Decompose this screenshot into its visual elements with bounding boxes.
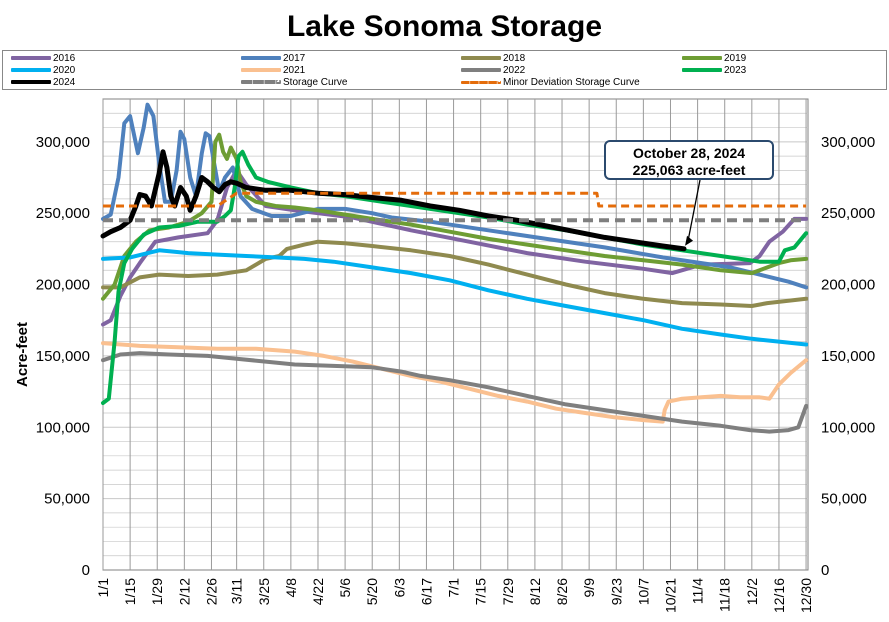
- legend-swatch: [682, 56, 722, 61]
- x-tick-label: 1/29: [149, 578, 165, 605]
- legend-item: 2021: [241, 65, 305, 77]
- x-tick-label: 5/20: [364, 578, 380, 605]
- chart-legend: 2016 2017 2018 2019 2020 2021 2022 2023 …: [2, 50, 887, 90]
- legend-swatch: [11, 68, 51, 73]
- y-tick-label-right: 200,000: [821, 277, 875, 294]
- legend-swatch: [241, 56, 281, 61]
- chart-title: Lake Sonoma Storage: [286, 10, 603, 43]
- y-tick-label-left: 150,000: [36, 348, 90, 365]
- legend-label: 2022: [503, 65, 526, 76]
- legend-label: 2016: [53, 53, 76, 64]
- annotation-arrow-line: [687, 179, 701, 241]
- x-tick-label: 12/30: [798, 578, 814, 613]
- legend-item: 2020: [11, 65, 75, 77]
- x-tick-label: 3/11: [229, 578, 245, 604]
- y-tick-label-left: 100,000: [36, 419, 90, 436]
- y-axis-label: Acre-feet: [14, 322, 31, 387]
- legend-item: 2024: [11, 77, 75, 89]
- x-tick-label: 7/1: [446, 578, 462, 598]
- legend-swatch: [241, 80, 281, 85]
- series-line-minor-deviation-storage-curve: [103, 191, 807, 208]
- y-tick-label-left: 0: [82, 562, 90, 579]
- legend-swatch: [461, 56, 501, 61]
- y-tick-label-right: 300,000: [821, 134, 875, 151]
- x-tick-label: 7/29: [500, 578, 516, 605]
- x-tick-label: 2/12: [176, 578, 192, 605]
- legend-swatch: [461, 80, 501, 84]
- y-tick-label-left: 300,000: [36, 134, 90, 151]
- legend-label: 2024: [53, 77, 76, 88]
- legend-swatch: [11, 56, 51, 61]
- legend-label: 2020: [53, 65, 76, 76]
- annotation-arrow-head: [685, 235, 694, 246]
- legend-swatch: [11, 80, 51, 85]
- x-tick-label: 11/4: [690, 578, 706, 604]
- x-tick-label: 11/18: [717, 578, 733, 612]
- legend-swatch: [461, 68, 501, 73]
- legend-label: 2018: [503, 53, 526, 64]
- series-line-2022: [101, 351, 809, 434]
- x-tick-label: 8/26: [554, 578, 570, 605]
- x-tick-label: 7/15: [473, 578, 489, 605]
- x-tick-label: 6/3: [391, 578, 407, 598]
- x-tick-label: 4/8: [283, 578, 299, 598]
- legend-item: 2022: [461, 65, 525, 77]
- x-tick-label: 12/16: [771, 578, 787, 613]
- series-line-2024: [100, 149, 687, 252]
- annotation-value: 225,063 acre-feet: [632, 162, 746, 178]
- y-tick-label-right: 0: [821, 562, 829, 579]
- chart-annotation: October 28, 2024 225,063 acre-feet: [604, 140, 774, 180]
- legend-item: 2018: [461, 53, 525, 65]
- series-line-2017: [101, 102, 809, 290]
- x-tick-label: 1/1: [95, 578, 111, 598]
- y-tick-label-left: 50,000: [44, 491, 90, 508]
- x-tick-label: 2/26: [203, 578, 219, 605]
- legend-label: Minor Deviation Storage Curve: [503, 77, 640, 88]
- series-line-2018: [101, 239, 809, 308]
- legend-item: 2016: [11, 53, 75, 65]
- series-line-2021: [101, 341, 809, 424]
- legend-label: 2017: [283, 53, 306, 64]
- legend-item: 2017: [241, 53, 305, 65]
- legend-swatch: [241, 68, 281, 73]
- legend-item: Storage Curve: [241, 77, 347, 89]
- y-tick-label-right: 50,000: [821, 491, 867, 508]
- legend-item: Minor Deviation Storage Curve: [461, 77, 640, 89]
- y-tick-label-right: 250,000: [821, 205, 875, 222]
- y-tick-label-left: 250,000: [36, 205, 90, 222]
- y-tick-label-right: 100,000: [821, 419, 875, 436]
- x-tick-label: 5/6: [337, 578, 353, 598]
- x-tick-label: 4/22: [310, 578, 326, 605]
- annotation-date: October 28, 2024: [632, 145, 746, 161]
- x-tick-label: 9/23: [608, 578, 624, 605]
- series-line-2020: [101, 248, 809, 347]
- x-tick-label: 12/2: [744, 578, 760, 605]
- legend-label: 2019: [724, 53, 747, 64]
- x-tick-label: 6/17: [418, 578, 434, 605]
- legend-item: 2019: [682, 53, 746, 65]
- y-tick-label-right: 150,000: [821, 348, 875, 365]
- x-tick-label: 9/9: [581, 578, 597, 598]
- x-tick-label: 8/12: [527, 578, 543, 605]
- x-tick-label: 1/15: [122, 578, 138, 605]
- legend-label: 2023: [724, 65, 747, 76]
- y-tick-label-left: 200,000: [36, 277, 90, 294]
- x-tick-label: 10/21: [662, 578, 678, 613]
- x-tick-label: 3/25: [256, 578, 272, 605]
- legend-label: 2021: [283, 65, 306, 76]
- legend-label: Storage Curve: [283, 77, 348, 88]
- x-tick-label: 10/7: [635, 578, 651, 605]
- legend-item: 2023: [682, 65, 746, 77]
- legend-swatch: [682, 68, 722, 73]
